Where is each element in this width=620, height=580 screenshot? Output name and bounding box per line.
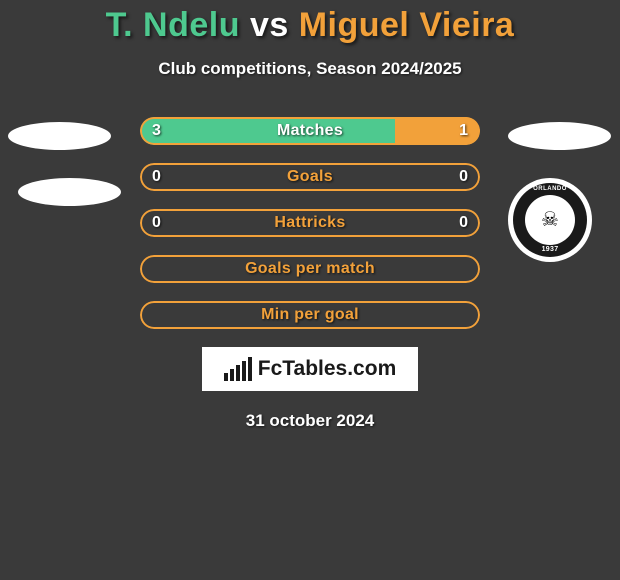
stat-label: Goals xyxy=(140,163,480,191)
vs-text: vs xyxy=(250,6,289,44)
stat-label: Goals per match xyxy=(140,255,480,283)
stat-row: Goals0 0 xyxy=(140,163,480,191)
stat-value-right: 0 xyxy=(459,209,468,237)
stat-value-left: 3 xyxy=(152,117,161,145)
stat-row: Min per goal xyxy=(140,301,480,329)
club-badge-placeholder-1 xyxy=(18,178,121,206)
stat-value-left: 0 xyxy=(152,209,161,237)
comparison-title: T. Ndelu vs Miguel Vieira xyxy=(0,6,620,45)
stat-row: Matches3 1 xyxy=(140,117,480,145)
bar-chart-icon xyxy=(224,357,252,381)
country-flag-placeholder-2 xyxy=(508,122,611,150)
club-badge-ring: ORLANDO ☠ 1937 xyxy=(513,183,587,257)
club-badge-text-top: ORLANDO xyxy=(513,186,587,192)
stat-bars: Matches31Goals00Hattricks00Goals per mat… xyxy=(140,117,480,329)
stat-value-right: 0 xyxy=(459,163,468,191)
club-badge-year: 1937 xyxy=(513,246,587,253)
country-flag-placeholder-1 xyxy=(8,122,111,150)
stat-label: Matches xyxy=(140,117,480,145)
player1-name: T. Ndelu xyxy=(106,6,240,44)
player2-name: Miguel Vieira xyxy=(299,6,515,44)
stat-value-left: 0 xyxy=(152,163,161,191)
date-text: 31 october 2024 xyxy=(0,411,620,431)
stat-row: Goals per match xyxy=(140,255,480,283)
brand-badge: FcTables.com xyxy=(202,347,418,391)
stat-label: Hattricks xyxy=(140,209,480,237)
brand-text: FcTables.com xyxy=(258,357,397,381)
stat-label: Min per goal xyxy=(140,301,480,329)
skull-icon: ☠ xyxy=(541,210,559,230)
header: T. Ndelu vs Miguel Vieira Club competiti… xyxy=(0,0,620,79)
stat-row: Hattricks0 0 xyxy=(140,209,480,237)
club-badge-center: ☠ xyxy=(525,195,575,245)
club-badge-orlando-pirates: ORLANDO ☠ 1937 xyxy=(508,178,592,262)
subtitle: Club competitions, Season 2024/2025 xyxy=(0,59,620,79)
stat-value-right: 1 xyxy=(459,117,468,145)
